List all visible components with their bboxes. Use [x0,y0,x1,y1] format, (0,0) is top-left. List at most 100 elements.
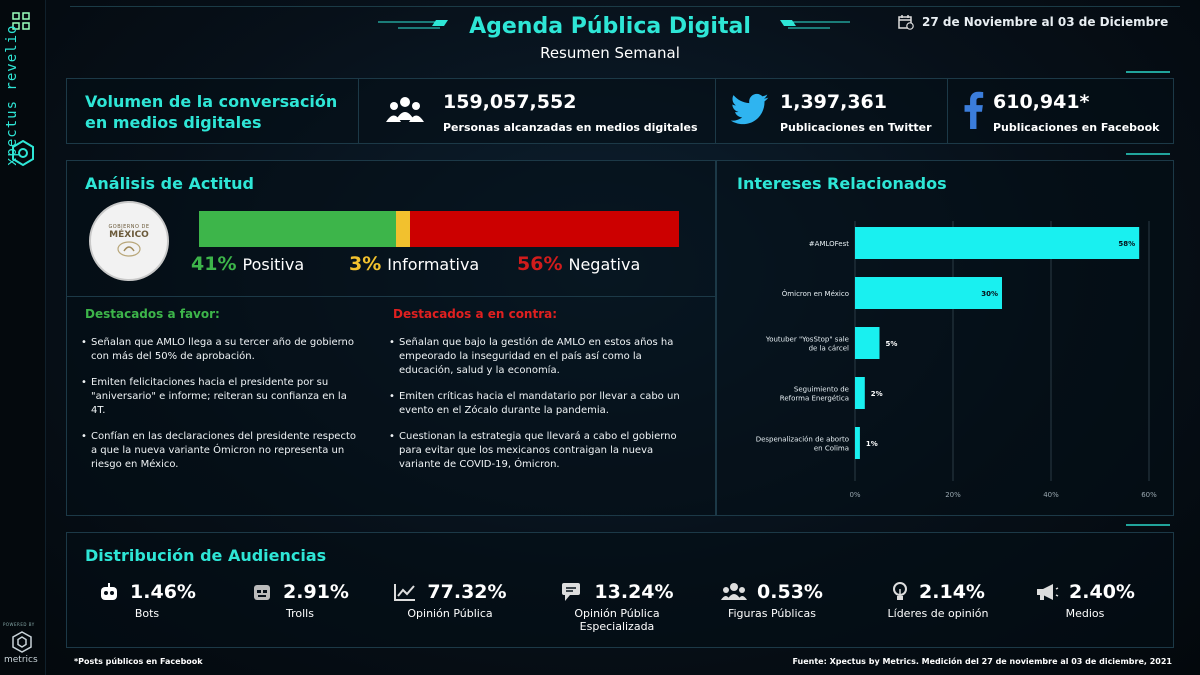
volume-title-cell: Volumen de la conversación en medios dig… [67,79,359,143]
twitter-label: Publicaciones en Twitter [780,121,932,134]
facebook-icon [964,91,984,129]
attitude-bar [199,211,679,247]
interests-title: Intereses Relacionados [737,174,947,193]
bots-value: 1.46% [130,581,196,603]
page-title: Agenda Pública Digital [469,14,751,39]
page-subtitle: Resumen Semanal [540,44,680,62]
favor-item: Confían en las declaraciones del preside… [81,430,361,472]
favor-list: Señalan que AMLO llega a su tercer año d… [81,336,361,484]
audience-title: Distribución de Audiencias [85,546,327,565]
audience-panel: Distribución de Audiencias 1.46% Bots 2.… [66,532,1174,648]
medios-value: 2.40% [1069,581,1135,603]
lideres-label: Líderes de opinión [887,607,989,620]
audience-stat-trolls: 2.91% Trolls [235,581,365,620]
opinion-publica-label: Opinión Pública [407,607,493,620]
gobierno-mexico-seal: GOBIERNO DE MÉXICO [89,201,169,281]
informative-segment [395,211,411,247]
opinion-publica-value: 77.32% [427,581,507,603]
twitter-cell: 1,397,361 Publicaciones en Twitter [716,79,948,143]
volume-title-line1: Volumen de la conversación [85,92,338,111]
facebook-value: 610,941* [993,91,1090,113]
opinion-especializada-value: 13.24% [594,581,674,603]
category-label: Ómicron en México [782,289,849,298]
audience-stat-opinion-publica: 77.32% Opinión Pública [375,581,525,620]
favor-item: Señalan que AMLO llega a su tercer año d… [81,336,361,364]
negative-label: Negativa [568,255,641,274]
figuras-publicas-label: Figuras Públicas [727,607,817,620]
twitter-icon [730,93,769,125]
bots-label: Bots [134,607,160,620]
figuras-publicas-value: 0.53% [757,581,823,603]
x-tick-label: 40% [1043,491,1059,499]
contra-item: Cuestionan la estrategia que llevará a c… [389,430,689,472]
powered-by-label: POWERED BY [3,622,35,627]
facebook-label: Publicaciones en Facebook [993,121,1160,134]
people-icon [386,97,424,122]
metrics-logo-icon [12,631,32,653]
data-label: 5% [886,340,898,348]
positive-stat: 41% Positiva [191,253,304,275]
header-decoration-right [780,20,850,29]
seal-line1: GOBIERNO DE [108,224,150,230]
x-tick-label: 20% [945,491,961,499]
megaphone-icon [1037,584,1059,600]
eagle-emblem-icon [117,241,141,257]
troll-icon [254,585,271,600]
people-reach-value: 159,057,552 [443,91,577,113]
chat-icon [562,583,581,601]
contra-item: Emiten críticas hacia el mandatario por … [389,390,689,418]
audience-stat-opinion-especializada: 13.24% Opinión Pública Especializada [537,581,697,633]
audience-stat-medios: 2.40% Medios [1015,581,1155,620]
attitude-title: Análisis de Actitud [85,174,255,193]
audience-stat-figuras-publicas: 0.53% Figuras Públicas [697,581,847,620]
negative-stat: 56% Negativa [517,253,640,275]
metrics-label: metrics [4,655,38,665]
panel-accent [1126,153,1170,155]
date-range-text: 27 de Noviembre al 03 de Diciembre [922,15,1169,29]
favor-item: Emiten felicitaciones hacia el president… [81,376,361,418]
robot-icon [101,583,118,600]
category-label: Despenalización de aborto [756,436,849,444]
contra-list: Señalan que bajo la gestión de AMLO en e… [389,336,689,484]
category-label: Seguimiento de [794,386,849,394]
date-range: 27 de Noviembre al 03 de Diciembre [898,14,1168,30]
category-label: en Colima [814,445,849,453]
interests-chart: 0% 20% 40% 60% #AMLOFest 58% Ómicron en México… [756,221,1157,499]
positive-pct: 41% [191,253,237,275]
chart-line-icon [394,584,416,601]
seal-line2: MÉXICO [109,230,149,240]
brand-sidebar: xpectus revelio POWERED BY metrics [0,0,46,675]
panel-accent [1126,71,1170,73]
trolls-label: Trolls [286,607,314,620]
source-note: Fuente: Xpectus by Metrics. Medición del… [792,657,1172,666]
positive-label: Positiva [242,255,305,274]
category-label: #AMLOFest [809,240,849,248]
attitude-divider [67,296,717,297]
data-label: 30% [981,290,998,298]
bulb-icon [893,582,908,600]
negative-segment [410,211,679,247]
people-reach-label: Personas alcanzadas en medios digitales [443,121,698,134]
contra-item: Señalan que bajo la gestión de AMLO en e… [389,336,689,378]
header-decoration-left [378,20,448,29]
x-tick-label: 60% [1141,491,1157,499]
medios-label: Medios [1065,607,1105,620]
x-tick-label: 0% [849,491,860,499]
people-reach-cell: 159,057,552 Personas alcanzadas en medio… [359,79,716,143]
informative-pct: 3% [349,253,382,275]
audience-stat-bots: 1.46% Bots [87,581,207,620]
xpectus-logo-icon [12,140,34,166]
bar [855,377,865,409]
grid-icon[interactable] [12,12,30,30]
category-label: Youtuber "YosStop" sale [765,336,849,344]
informative-label: Informativa [387,255,480,274]
data-label: 1% [866,440,878,448]
group-icon [721,583,748,600]
category-label: Reforma Energética [780,395,849,403]
interests-panel: Intereses Relacionados 0% 20% 40% 60% #AMLOF… [716,160,1174,516]
attitude-panel: Análisis de Actitud GOBIERNO DE MÉXICO 4… [66,160,717,516]
bar [855,427,860,459]
negative-pct: 56% [517,253,563,275]
top-divider [70,6,1180,7]
bar [855,227,1140,259]
